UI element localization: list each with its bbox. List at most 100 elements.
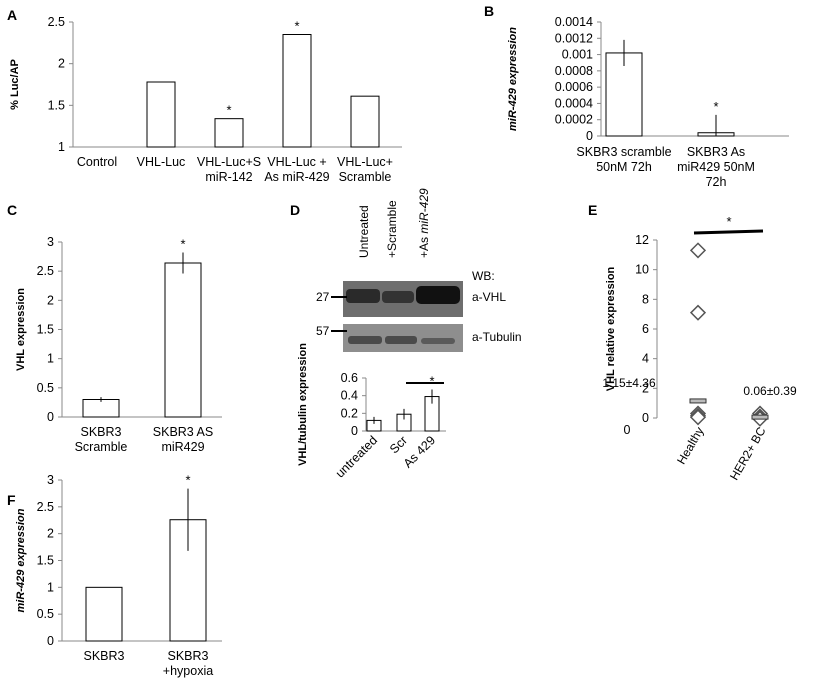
y-axis-label-e: VHL relative expression (605, 266, 617, 391)
y-tick-label: 2.5 (48, 15, 65, 29)
blot-band (346, 289, 380, 303)
blot-band (348, 336, 382, 344)
mean-marker (751, 414, 769, 420)
blot-band-label: a-Tubulin (472, 330, 522, 344)
blot-band-label: a-VHL (472, 290, 506, 304)
x-category-label: 72h (706, 175, 727, 189)
y-axis-label-b: miR-429 expression (507, 27, 519, 131)
y-tick-label: 2.5 (37, 264, 54, 278)
panel-label-a: A (7, 7, 17, 23)
blot-wb-label: WB: (472, 269, 495, 283)
x-zero-label: 0 (624, 423, 631, 437)
bar (282, 34, 312, 148)
x-category-label: SKBR3 (81, 425, 122, 439)
y-tick-label: 0.0004 (555, 96, 593, 110)
significance-star: * (726, 214, 731, 229)
x-category-label: SKBR3 (84, 649, 125, 663)
y-axis-label-f: miR-429 expression (15, 508, 27, 612)
y-axis-label-a: % Luc/AP (9, 59, 21, 110)
significance-star: * (294, 19, 299, 34)
y-tick-label: 0.5 (37, 607, 54, 621)
y-tick-label: 1.5 (37, 554, 54, 568)
y-tick-label: 10 (635, 263, 649, 277)
x-category-label: SKBR3 scramble (576, 145, 671, 159)
y-tick-label: 2 (642, 381, 649, 395)
x-category-label: +hypoxia (163, 664, 213, 678)
y-tick-label: 0.0006 (555, 80, 593, 94)
y-tick-label: 0.4 (341, 389, 358, 403)
data-point-diamond (689, 304, 707, 321)
significance-bracket (693, 229, 764, 235)
x-category-label: Control (77, 155, 117, 169)
blot-marker-label: 27 (316, 290, 330, 304)
y-tick-label: 0.0012 (555, 31, 593, 45)
y-tick-label: 2 (58, 57, 65, 71)
y-tick-label: 8 (642, 292, 649, 306)
y-tick-label: 1 (58, 140, 65, 154)
blot-band (421, 338, 455, 344)
y-tick-label: 2 (47, 527, 54, 541)
bar (350, 95, 380, 148)
y-tick-label: 3 (47, 235, 54, 249)
significance-star: * (226, 103, 231, 118)
blot-band (416, 286, 460, 304)
significance-star: * (429, 373, 434, 388)
x-category-label: SKBR3 As (687, 145, 745, 159)
mean-annotation: 0.06±0.39 (743, 384, 797, 398)
y-tick-label: 1.5 (48, 98, 65, 112)
x-category-label: HER2+ BC (727, 424, 769, 482)
y-tick-label: 1 (47, 580, 54, 594)
bar (605, 52, 643, 137)
bar (164, 262, 202, 418)
x-category-label: Scramble (75, 440, 128, 454)
y-tick-label: 2.5 (37, 500, 54, 514)
x-category-label: SKBR3 (168, 649, 209, 663)
y-tick-label: 0.0002 (555, 113, 593, 127)
blot-marker-label: 57 (316, 324, 330, 338)
y-tick-label: 0.2 (341, 406, 358, 420)
x-category-label: miR-142 (205, 170, 252, 184)
data-point-diamond (689, 242, 707, 259)
y-tick-label: 0.0014 (555, 15, 593, 29)
y-axis-label-d: VHL/tubulin expression (297, 343, 309, 466)
x-category-label: miR429 50nM (677, 160, 755, 174)
bar (214, 118, 244, 148)
significance-star: * (185, 473, 190, 488)
y-tick-label: 1.5 (37, 323, 54, 337)
x-category-label: untreated (333, 433, 380, 480)
blot-band (385, 336, 417, 344)
panel-label-c: C (7, 202, 17, 218)
y-tick-label: 0 (586, 129, 593, 143)
x-category-label: 50nM 72h (596, 160, 652, 174)
y-tick-label: 2 (47, 293, 54, 307)
y-tick-label: 0.6 (341, 371, 358, 385)
panel-label-e: E (588, 202, 597, 218)
bar (146, 81, 176, 148)
data-point-diamond (689, 409, 707, 426)
panel-label-b: B (484, 3, 494, 19)
x-category-label: VHL-Luc+ (337, 155, 393, 169)
y-tick-label: 0 (642, 411, 649, 425)
blot-lane-label: Untreated (357, 205, 371, 258)
y-tick-label: 0.0008 (555, 64, 593, 78)
panel-label-d: D (290, 202, 300, 218)
y-tick-label: 0 (47, 410, 54, 424)
y-tick-label: 4 (642, 352, 649, 366)
y-tick-label: 12 (635, 233, 649, 247)
x-category-label: VHL-Luc (137, 155, 186, 169)
y-tick-label: 3 (47, 473, 54, 487)
x-category-label: Scr (387, 433, 410, 456)
mean-marker (689, 398, 707, 404)
x-category-label: VHL-Luc+S (197, 155, 261, 169)
y-axis-label-c: VHL expression (15, 288, 27, 371)
blot-lane-label: +Scramble (385, 200, 399, 258)
significance-star: * (180, 237, 185, 252)
x-category-label: As 429 (401, 433, 438, 470)
y-tick-label: 0.5 (37, 381, 54, 395)
y-tick-label: 0 (47, 634, 54, 648)
x-category-label: Scramble (339, 170, 392, 184)
bar (85, 586, 123, 642)
y-tick-label: 0 (351, 424, 358, 438)
x-category-label: As miR-429 (264, 170, 329, 184)
